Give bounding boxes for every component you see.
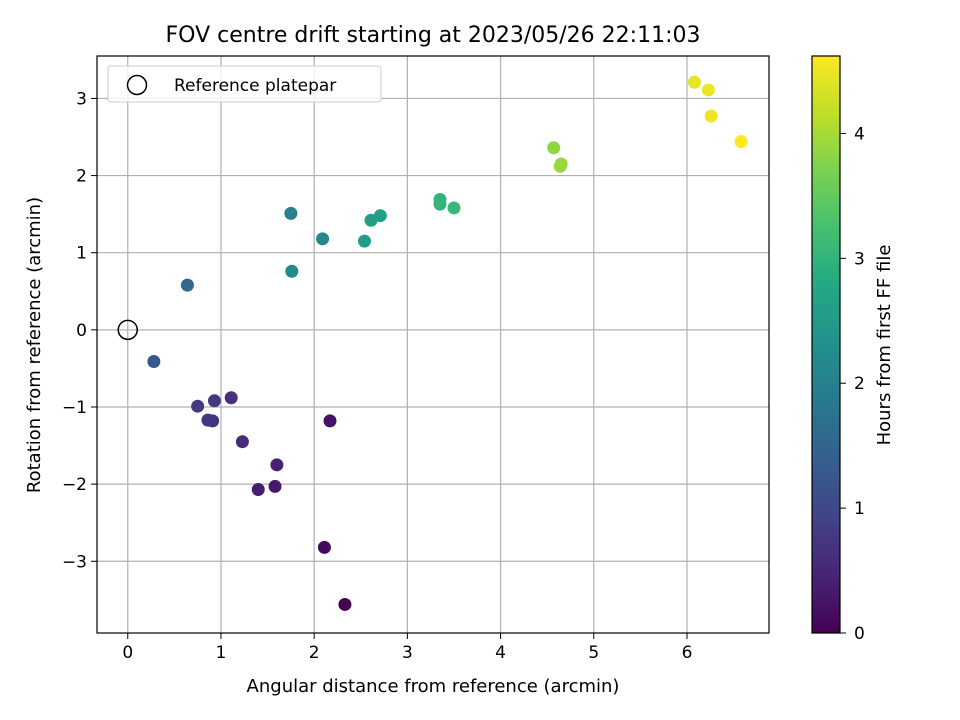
scatter-point: [701, 83, 715, 97]
x-tick-label: 0: [122, 643, 133, 663]
scatter-point: [268, 479, 282, 493]
scatter-point: [147, 354, 161, 368]
colorbar-tick-label: 1: [854, 499, 865, 519]
scatter-point: [323, 414, 337, 428]
scatter-point: [284, 206, 298, 220]
colorbar-tick-label: 4: [854, 124, 865, 144]
y-tick-label: 3: [76, 89, 87, 109]
scatter-point: [338, 597, 352, 611]
scatter-point: [207, 394, 221, 408]
colorbar-tick-label: 3: [854, 249, 865, 269]
colorbar-label: Hours from first FF file: [874, 245, 895, 446]
plot-background: [97, 56, 769, 633]
plot-area: 0 1 2 3 4 5 6 −3 −2 −1 0 1 2 3: [62, 55, 770, 663]
y-tick-label: −1: [62, 398, 87, 418]
scatter-point: [270, 458, 284, 472]
y-tick-label: −3: [62, 552, 87, 572]
x-tick-label: 5: [588, 643, 599, 663]
scatter-point: [317, 540, 331, 554]
y-axis-ticks: −3 −2 −1 0 1 2 3: [62, 89, 97, 572]
scatter-point: [447, 201, 461, 215]
legend-label-reference: Reference platepar: [174, 76, 336, 96]
scatter-point: [433, 197, 447, 211]
x-tick-label: 6: [682, 643, 693, 663]
y-tick-label: 1: [76, 244, 87, 264]
scatter-point: [704, 109, 718, 123]
colorbar-ticks: 0 1 2 3 4: [840, 124, 865, 644]
x-tick-label: 2: [309, 643, 320, 663]
y-tick-label: −2: [62, 475, 87, 495]
x-tick-label: 3: [402, 643, 413, 663]
scatter-point: [687, 75, 701, 89]
scatter-points: [117, 75, 748, 611]
colorbar-tick-label: 2: [854, 374, 865, 394]
y-tick-label: 2: [76, 167, 87, 187]
x-axis-ticks: 0 1 2 3 4 5 6: [122, 633, 692, 663]
x-tick-label: 1: [216, 643, 227, 663]
scatter-point: [201, 413, 215, 427]
scatter-point: [180, 278, 194, 292]
legend-marker-reference: [126, 74, 148, 96]
plot-frame: [96, 55, 770, 634]
legend: Reference platepar: [107, 65, 382, 103]
scatter-point: [224, 391, 238, 405]
scatter-point: [357, 234, 371, 248]
scatter-point: [191, 399, 205, 413]
scatter-point: [547, 141, 561, 155]
y-axis-label: Rotation from reference (arcmin): [24, 197, 45, 493]
scatter-point: [316, 232, 330, 246]
y-tick-label: 0: [76, 321, 87, 341]
colorbar: 0 1 2 3 4 Hours from first FF file: [811, 55, 895, 644]
colorbar-tick-label: 0: [854, 624, 865, 644]
scatter-point: [734, 135, 748, 149]
grid-lines: [97, 56, 769, 633]
scatter-point: [235, 435, 249, 449]
scatter-point: [251, 483, 265, 497]
x-tick-label: 4: [495, 643, 506, 663]
chart-title: FOV centre drift starting at 2023/05/26 …: [166, 23, 701, 48]
x-axis-label: Angular distance from reference (arcmin): [247, 676, 620, 697]
scatter-point: [285, 264, 299, 278]
colorbar-gradient: [811, 55, 841, 634]
scatter-point: [553, 159, 567, 173]
reference-point: [117, 319, 139, 341]
scatter-point: [373, 209, 387, 223]
